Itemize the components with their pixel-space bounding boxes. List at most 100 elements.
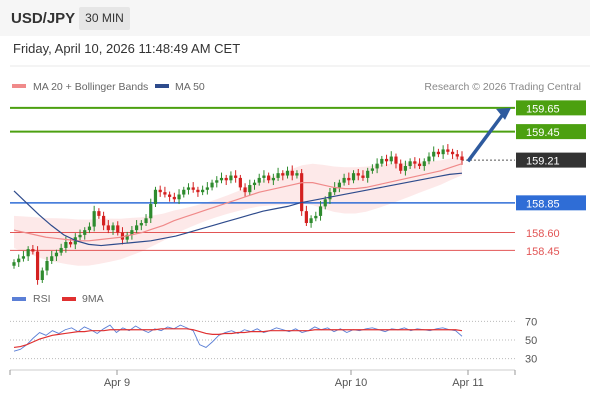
candle-body xyxy=(460,156,464,161)
candle-body xyxy=(21,256,26,259)
level-label-158.85: 158.85 xyxy=(526,198,560,210)
legend-ma50-label: MA 50 xyxy=(175,81,205,93)
candle-body xyxy=(201,189,205,193)
candle-body xyxy=(347,177,351,181)
candle-body xyxy=(427,156,431,162)
candle-body xyxy=(243,187,247,193)
candle-body xyxy=(328,192,332,200)
candle-body xyxy=(295,173,299,176)
candle-body xyxy=(229,175,233,181)
candle-body xyxy=(31,249,35,252)
candle-body xyxy=(267,175,271,181)
candle-body xyxy=(59,247,63,253)
candle-body xyxy=(281,173,285,176)
level-label-158.45: 158.45 xyxy=(526,246,560,258)
candle-body xyxy=(436,151,441,155)
candle-body xyxy=(422,161,426,167)
candle-body xyxy=(186,187,191,190)
candle-body xyxy=(87,226,92,231)
candle-body xyxy=(399,163,403,171)
credit-text: Research © 2026 Trading Central xyxy=(424,81,581,93)
candle-body xyxy=(158,189,162,193)
candle-body xyxy=(163,192,167,195)
candle-body xyxy=(40,270,44,280)
candle-body xyxy=(135,225,139,231)
candle-body xyxy=(210,182,214,188)
level-label-bg-159.65 xyxy=(516,100,586,116)
candle-body xyxy=(102,215,106,226)
level-label-158.60: 158.60 xyxy=(526,228,560,240)
timeframe-badge[interactable]: 30 MIN xyxy=(79,7,130,30)
candle-body xyxy=(68,242,73,245)
candle-body xyxy=(333,187,337,193)
candle-body xyxy=(238,177,242,188)
rsi-tick-label: 70 xyxy=(525,316,537,328)
candle-body xyxy=(356,173,360,176)
candle-body xyxy=(455,154,459,157)
rsi-9ma-line xyxy=(13,328,463,349)
candle-body xyxy=(413,161,417,164)
candle-body xyxy=(370,168,374,171)
candle-body xyxy=(262,175,266,178)
candle-body xyxy=(92,211,96,227)
candle-body xyxy=(417,163,422,167)
x-tick-label: Apr 10 xyxy=(335,377,367,389)
candle-body xyxy=(50,256,54,262)
candle-body xyxy=(130,230,134,235)
rsi-tick-label: 50 xyxy=(525,335,537,347)
rsi-tick-label: 30 xyxy=(525,354,537,366)
candle-body xyxy=(144,218,148,224)
candle-body xyxy=(450,151,455,155)
x-tick-label: Apr 11 xyxy=(452,377,484,389)
candle-body xyxy=(403,166,408,171)
candle-body xyxy=(234,175,238,178)
candle-body xyxy=(149,204,153,219)
candle-body xyxy=(248,185,252,193)
rsi-legend-label: RSI xyxy=(33,293,51,305)
candle-body xyxy=(290,170,294,176)
candle-body xyxy=(191,187,195,190)
chart-datetime: Friday, April 10, 2026 11:48:49 AM CET xyxy=(13,41,241,56)
candle-body xyxy=(45,261,49,271)
candle-body xyxy=(12,262,16,266)
candle-body xyxy=(375,163,379,169)
level-label-bg-158.85 xyxy=(516,195,586,211)
candle-body xyxy=(271,177,275,181)
candle-body xyxy=(17,258,21,263)
candle-body xyxy=(366,170,370,178)
candle-body xyxy=(26,249,30,257)
candle-body xyxy=(120,232,125,240)
candle-body xyxy=(83,230,87,235)
candle-body xyxy=(177,194,181,200)
candle-body xyxy=(276,173,280,178)
candle-body xyxy=(224,177,228,181)
candle-body xyxy=(441,149,445,155)
bollinger-band xyxy=(14,155,462,266)
legend-ma20-label: MA 20 + Bollinger Bands xyxy=(33,81,148,93)
candle-body xyxy=(446,149,450,152)
candle-body xyxy=(139,223,143,226)
candle-body xyxy=(78,234,82,238)
candle-body xyxy=(384,158,389,162)
currency-pair-title: USD/JPY xyxy=(11,10,76,27)
candle-body xyxy=(97,211,101,216)
candle-body xyxy=(64,242,68,248)
candle-body xyxy=(172,196,176,200)
candle-body xyxy=(309,218,313,224)
candle-body xyxy=(252,182,257,186)
candle-body xyxy=(314,215,318,219)
candle-body xyxy=(323,199,327,207)
candle-body xyxy=(380,158,384,164)
candle-body xyxy=(351,173,356,181)
candle-body xyxy=(205,187,209,190)
candle-body xyxy=(318,206,323,216)
candle-body xyxy=(394,156,398,164)
candle-body xyxy=(196,189,200,193)
ma9-legend-label: 9MA xyxy=(82,293,104,305)
level-label-bg-159.21 xyxy=(516,152,586,168)
candle-body xyxy=(182,189,186,195)
level-label-159.65: 159.65 xyxy=(526,103,560,115)
candle-body xyxy=(125,234,129,240)
forecast-arrow-shaft xyxy=(466,111,506,163)
